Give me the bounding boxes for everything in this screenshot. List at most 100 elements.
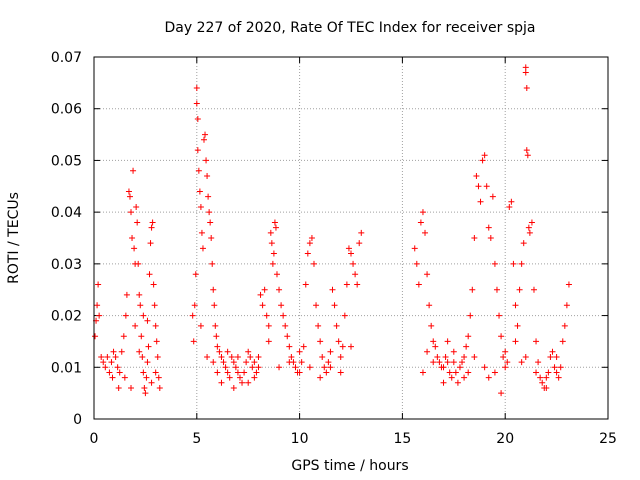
- data-point: [236, 374, 243, 381]
- data-point: [522, 69, 529, 76]
- data-point: [267, 229, 274, 236]
- data-point: [461, 374, 468, 381]
- data-point: [523, 147, 530, 154]
- data-point: [284, 333, 291, 340]
- data-point: [547, 353, 554, 360]
- data-point: [286, 343, 293, 350]
- data-point: [444, 338, 451, 345]
- data-point: [196, 188, 203, 195]
- data-point: [239, 379, 246, 386]
- data-point: [528, 219, 535, 226]
- data-point: [477, 198, 484, 205]
- data-point: [442, 353, 449, 360]
- data-point: [209, 260, 216, 267]
- data-point: [348, 250, 354, 257]
- data-point: [269, 260, 276, 267]
- data-point: [126, 193, 133, 200]
- data-point: [143, 374, 150, 381]
- plot-frame: [93, 56, 609, 420]
- data-point: [114, 364, 121, 371]
- data-point: [245, 348, 252, 355]
- data-point: [510, 260, 517, 267]
- data-point: [122, 312, 129, 319]
- data-point: [245, 379, 252, 386]
- data-point: [197, 322, 204, 329]
- data-point: [156, 384, 163, 391]
- data-point: [356, 240, 363, 247]
- data-point: [518, 260, 525, 267]
- data-point: [208, 235, 215, 241]
- data-point: [514, 322, 521, 329]
- data-point: [424, 348, 431, 355]
- data-point: [518, 359, 525, 366]
- data-point: [483, 183, 490, 190]
- data-point: [141, 384, 148, 391]
- data-point: [310, 260, 317, 267]
- data-point: [133, 203, 140, 210]
- data-point: [415, 281, 422, 288]
- data-point: [523, 85, 530, 92]
- data-point: [265, 322, 272, 329]
- data-point: [282, 322, 289, 329]
- data-point: [422, 229, 429, 236]
- data-point: [224, 369, 231, 376]
- data-point: [134, 219, 141, 226]
- y-tick-label: 0.07: [51, 50, 82, 66]
- data-point: [144, 359, 151, 366]
- data-point: [300, 343, 307, 350]
- y-tick-label: 0.06: [51, 102, 82, 118]
- data-point: [147, 240, 154, 247]
- data-point: [304, 250, 311, 257]
- data-point: [533, 338, 540, 345]
- data-point: [255, 364, 262, 371]
- data-point: [140, 312, 147, 319]
- data-point: [232, 364, 239, 371]
- data-point: [212, 322, 219, 329]
- data-point: [337, 353, 344, 360]
- data-point: [128, 384, 135, 391]
- chart-title: Day 227 of 2020, Rate Of TEC Index for r…: [164, 20, 535, 36]
- data-point: [341, 312, 348, 319]
- data-point: [317, 374, 324, 381]
- data-point: [459, 359, 466, 366]
- data-point: [234, 369, 241, 376]
- data-point: [128, 209, 135, 216]
- data-point: [440, 379, 447, 386]
- data-point: [327, 364, 334, 371]
- data-point: [243, 359, 250, 366]
- data-point: [261, 286, 268, 293]
- x-tick-label: 15: [393, 431, 411, 447]
- data-point: [563, 302, 570, 309]
- data-point: [102, 364, 109, 371]
- data-point: [343, 281, 350, 288]
- data-point: [118, 348, 125, 355]
- data-point: [329, 286, 336, 293]
- data-point: [226, 374, 233, 381]
- data-point: [500, 353, 507, 360]
- data-point: [144, 317, 151, 324]
- data-point: [131, 245, 138, 252]
- x-tick-label: 10: [291, 431, 309, 447]
- data-point: [241, 369, 248, 376]
- data-point: [308, 235, 315, 241]
- data-point: [202, 131, 209, 138]
- data-point: [502, 364, 509, 371]
- data-point: [109, 374, 116, 381]
- data-point: [206, 209, 213, 216]
- data-point: [263, 312, 270, 319]
- data-point: [194, 116, 201, 123]
- data-point: [440, 364, 447, 371]
- data-point: [280, 312, 287, 319]
- y-tick-label: 0.04: [51, 205, 82, 221]
- data-point: [213, 333, 220, 340]
- data-point: [450, 348, 457, 355]
- data-point: [125, 188, 132, 195]
- data-point: [251, 359, 258, 366]
- data-point: [487, 235, 494, 241]
- data-point: [319, 353, 326, 360]
- data-point: [512, 338, 519, 345]
- data-point: [350, 260, 357, 267]
- data-point: [204, 172, 211, 179]
- data-point: [533, 369, 540, 376]
